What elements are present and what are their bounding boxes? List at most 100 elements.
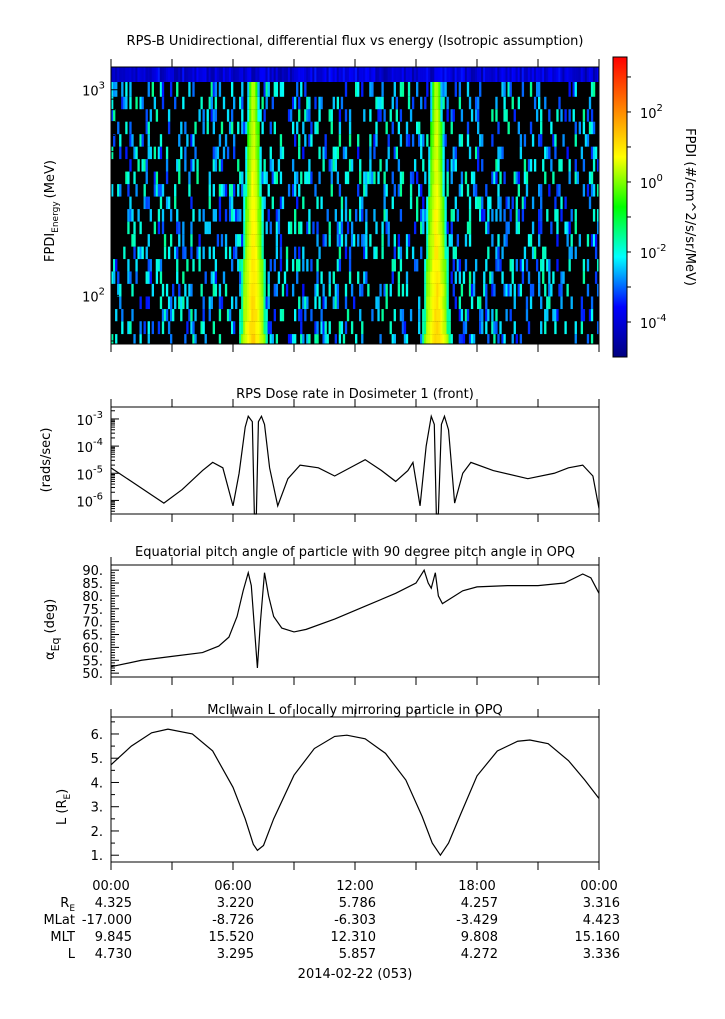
spectrogram-cell xyxy=(241,121,244,135)
spectrogram-cell xyxy=(182,296,185,310)
spectrogram-cell xyxy=(245,121,248,135)
y-tick-label: 75. xyxy=(82,603,103,618)
spectrogram-cell xyxy=(350,159,354,172)
spectrogram-cell xyxy=(344,246,348,260)
spectrogram-cell xyxy=(525,67,529,83)
spectrogram-cell xyxy=(255,109,258,122)
spectrogram-cell xyxy=(438,82,441,97)
spectrogram-cell xyxy=(202,296,205,310)
spectrogram-cell xyxy=(373,171,376,185)
spectrogram-cell xyxy=(440,196,443,210)
spectrogram-cell xyxy=(190,321,193,335)
spectrogram-cell xyxy=(391,271,394,284)
spectrogram-cell xyxy=(517,209,520,222)
spectrogram-cell xyxy=(513,171,516,185)
spectrogram-cell xyxy=(407,82,411,97)
spectrogram-cell xyxy=(267,82,270,97)
spectrogram-cell xyxy=(491,171,494,185)
spectrogram-cell xyxy=(434,134,437,147)
spectrogram-cell xyxy=(538,184,541,197)
spectrogram-cell xyxy=(300,334,303,344)
spectrogram-cell xyxy=(127,259,130,272)
spectrogram-cell xyxy=(253,146,256,160)
spectrogram-cell xyxy=(314,334,317,344)
spectrogram-cell xyxy=(523,196,527,210)
spectrogram-cell xyxy=(334,67,337,83)
spectrogram-cell xyxy=(314,184,317,197)
spectrogram-cell xyxy=(533,96,537,110)
spectrogram-cell xyxy=(257,209,260,222)
spectrogram-cell xyxy=(544,96,547,110)
spectrogram-cell xyxy=(385,67,388,83)
spectrogram-cell xyxy=(407,67,411,83)
spectrogram-cell xyxy=(287,67,291,83)
spectrogram-cell xyxy=(424,309,427,322)
spectrogram-cell xyxy=(147,134,150,147)
spectrogram-cell xyxy=(588,196,592,210)
spectrogram-cell xyxy=(344,209,348,222)
spectrogram-cell xyxy=(243,321,246,335)
spectrogram-cell xyxy=(178,171,181,185)
spectrogram-cell xyxy=(281,309,285,322)
spectrogram-cell xyxy=(224,234,228,247)
spectrogram-cell xyxy=(438,296,441,310)
spectrogram-cell xyxy=(298,134,301,147)
spectrogram-cell xyxy=(237,184,240,197)
spectrogram-cell xyxy=(212,67,215,83)
spectrogram-cell xyxy=(338,246,342,260)
spectrogram-cell xyxy=(202,67,205,83)
spectrogram-cell xyxy=(159,82,163,97)
spectrogram-cell xyxy=(224,209,228,222)
spectrogram-cell xyxy=(574,321,577,335)
spectrogram-cell xyxy=(550,67,553,83)
spectrogram-cell xyxy=(247,171,250,185)
spectrogram-cell xyxy=(428,146,431,160)
spectrogram-cell xyxy=(224,134,228,147)
spectrogram-cell xyxy=(180,146,183,160)
spectrogram-cell xyxy=(306,67,309,83)
spectrogram-cell xyxy=(523,67,527,83)
spectrogram-cell xyxy=(474,146,478,160)
spectrogram-cell xyxy=(169,209,173,222)
spectrogram-cell xyxy=(452,67,455,83)
spectrogram-cell xyxy=(249,209,252,222)
spectrogram-cell xyxy=(247,109,250,122)
spectrogram-cell xyxy=(542,159,545,172)
spectrogram-cell xyxy=(582,309,586,322)
spectrogram-cell xyxy=(493,334,496,344)
spectrogram-cell xyxy=(487,246,490,260)
spectrogram-cell xyxy=(493,321,496,335)
spectrogram-cell xyxy=(411,96,415,110)
spectrogram-cell xyxy=(574,246,577,260)
spectrogram-cell xyxy=(458,309,462,322)
ephemeris-value: 3.336 xyxy=(583,947,620,962)
spectrogram-cell xyxy=(180,309,183,322)
dose-rate-frame xyxy=(110,406,600,515)
spectrogram-cell xyxy=(438,209,441,222)
spectrogram-cell xyxy=(235,234,238,247)
spectrogram-cell xyxy=(330,159,333,172)
spectrogram-cell xyxy=(247,334,250,344)
spectrogram-cell xyxy=(202,109,205,122)
spectrogram-cell xyxy=(334,283,337,297)
spectrogram-cell xyxy=(436,67,439,83)
tick-exp: 3 xyxy=(99,81,105,92)
spectrogram-cell xyxy=(165,171,169,185)
spectrogram-cell xyxy=(460,309,464,322)
spectrogram-cell xyxy=(434,283,437,297)
spectrogram-cell xyxy=(119,67,122,83)
spectrogram-cell xyxy=(338,234,342,247)
spectrogram-cell xyxy=(287,221,291,235)
spectrogram-cell xyxy=(393,184,396,197)
spectrogram-cell xyxy=(202,246,205,260)
spectrogram-cell xyxy=(216,146,220,160)
spectrogram-cell xyxy=(462,67,466,83)
spectrogram-cell xyxy=(253,283,256,297)
spectrogram-cell xyxy=(413,67,417,83)
spectrogram-cell xyxy=(178,159,181,172)
spectrogram-cell xyxy=(348,67,352,83)
y-tick-label: 65. xyxy=(82,629,103,644)
spectrogram-cell xyxy=(359,67,362,83)
spectrogram-cell xyxy=(442,259,445,272)
spectrogram-cell xyxy=(332,96,335,110)
